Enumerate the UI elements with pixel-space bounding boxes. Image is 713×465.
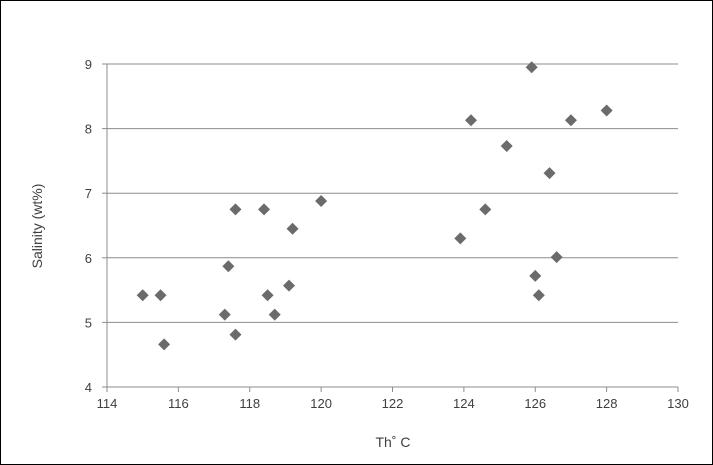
y-tick-label-5: 5 bbox=[85, 315, 92, 330]
axes bbox=[102, 63, 679, 392]
data-point-20 bbox=[543, 167, 556, 180]
x-tick-label-114: 114 bbox=[97, 396, 118, 411]
data-point-11 bbox=[286, 222, 299, 235]
data-point-0 bbox=[136, 289, 149, 302]
data-point-10 bbox=[283, 279, 296, 292]
x-tick-label-116: 116 bbox=[168, 396, 189, 411]
data-point-12 bbox=[315, 194, 328, 207]
data-point-15 bbox=[479, 203, 492, 216]
x-tick-label-128: 128 bbox=[596, 396, 618, 411]
y-tick-labels: 4 5 6 7 8 9 bbox=[85, 57, 92, 395]
data-point-22 bbox=[564, 114, 577, 127]
data-point-8 bbox=[261, 289, 274, 302]
x-tick-label-130: 130 bbox=[667, 396, 689, 411]
y-tick-label-6: 6 bbox=[85, 251, 92, 266]
gridlines bbox=[107, 63, 678, 323]
x-tick-label-124: 124 bbox=[453, 396, 475, 411]
x-tick-label-122: 122 bbox=[382, 396, 404, 411]
data-point-7 bbox=[258, 203, 271, 216]
data-point-5 bbox=[229, 203, 242, 216]
data-point-9 bbox=[268, 308, 281, 321]
y-tick-label-9: 9 bbox=[85, 57, 92, 72]
x-tick-label-126: 126 bbox=[524, 396, 546, 411]
data-point-23 bbox=[600, 104, 613, 117]
data-point-16 bbox=[500, 140, 513, 153]
data-point-4 bbox=[222, 260, 235, 273]
data-points bbox=[136, 61, 613, 351]
data-point-2 bbox=[158, 338, 171, 351]
y-axis-title: Salinity (wt%) bbox=[29, 184, 45, 269]
data-point-17 bbox=[525, 61, 538, 74]
x-axis-title: Th˚ C bbox=[376, 434, 411, 450]
x-tick-label-118: 118 bbox=[239, 396, 260, 411]
y-tick-label-7: 7 bbox=[85, 186, 92, 201]
data-point-21 bbox=[550, 251, 563, 264]
data-point-3 bbox=[218, 308, 231, 321]
data-point-19 bbox=[532, 289, 545, 302]
x-tick-labels: 114 116 118 120 122 124 126 128 130 bbox=[97, 396, 689, 411]
x-tick-label-120: 120 bbox=[310, 396, 332, 411]
data-point-14 bbox=[465, 114, 478, 127]
data-point-13 bbox=[454, 232, 467, 245]
y-tick-label-8: 8 bbox=[85, 122, 92, 137]
data-point-18 bbox=[529, 269, 542, 282]
data-point-1 bbox=[154, 289, 167, 302]
y-tick-label-4: 4 bbox=[85, 380, 92, 395]
data-point-6 bbox=[229, 328, 242, 341]
